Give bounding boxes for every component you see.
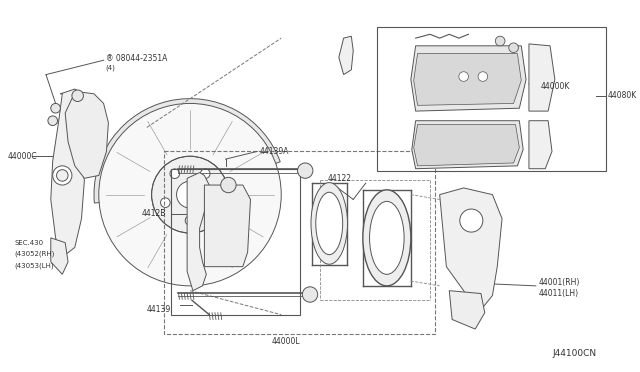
Polygon shape	[65, 92, 108, 178]
Circle shape	[52, 166, 72, 185]
Polygon shape	[51, 238, 68, 274]
Ellipse shape	[311, 183, 348, 264]
Circle shape	[298, 163, 313, 178]
Text: 4412B: 4412B	[141, 209, 166, 218]
Circle shape	[221, 177, 236, 193]
Text: (43053(LH): (43053(LH)	[14, 262, 54, 269]
Circle shape	[459, 72, 468, 81]
Polygon shape	[51, 89, 84, 257]
Text: 44011(LH): 44011(LH)	[538, 289, 579, 298]
Text: 44139: 44139	[147, 305, 171, 314]
Polygon shape	[412, 121, 523, 169]
Polygon shape	[187, 173, 209, 291]
Text: J44100CN: J44100CN	[552, 349, 596, 357]
Text: 44122: 44122	[327, 174, 351, 183]
Circle shape	[478, 72, 488, 81]
Circle shape	[51, 103, 60, 113]
Polygon shape	[449, 291, 484, 329]
Ellipse shape	[363, 190, 411, 286]
Text: 44080K: 44080K	[607, 91, 637, 100]
Text: 44000K: 44000K	[540, 81, 570, 91]
Circle shape	[161, 198, 170, 208]
Circle shape	[302, 287, 317, 302]
Circle shape	[210, 198, 220, 208]
Text: 44139A: 44139A	[259, 147, 289, 156]
Text: ® 08044-2351A: ® 08044-2351A	[106, 54, 167, 63]
Text: (4): (4)	[106, 65, 115, 71]
Text: 44000L: 44000L	[272, 337, 300, 346]
Circle shape	[460, 209, 483, 232]
Ellipse shape	[369, 201, 404, 274]
Polygon shape	[411, 46, 526, 111]
Circle shape	[177, 181, 204, 208]
Polygon shape	[204, 185, 250, 267]
Text: SEC.430: SEC.430	[14, 240, 44, 246]
Text: 44001(RH): 44001(RH)	[538, 278, 580, 286]
Circle shape	[99, 103, 281, 286]
Circle shape	[56, 170, 68, 181]
Circle shape	[152, 156, 228, 233]
Polygon shape	[529, 121, 552, 169]
Circle shape	[185, 216, 195, 225]
Circle shape	[509, 43, 518, 52]
Circle shape	[72, 90, 83, 102]
Polygon shape	[339, 36, 353, 75]
Text: 44000C: 44000C	[8, 152, 37, 161]
Polygon shape	[440, 188, 502, 310]
Polygon shape	[413, 125, 519, 166]
Circle shape	[495, 36, 505, 46]
Polygon shape	[529, 44, 555, 111]
Circle shape	[200, 169, 210, 179]
Text: (43052(RH): (43052(RH)	[14, 251, 54, 257]
Circle shape	[170, 169, 180, 179]
Circle shape	[48, 116, 58, 125]
Polygon shape	[413, 54, 521, 105]
Wedge shape	[94, 99, 280, 203]
Ellipse shape	[316, 192, 342, 255]
